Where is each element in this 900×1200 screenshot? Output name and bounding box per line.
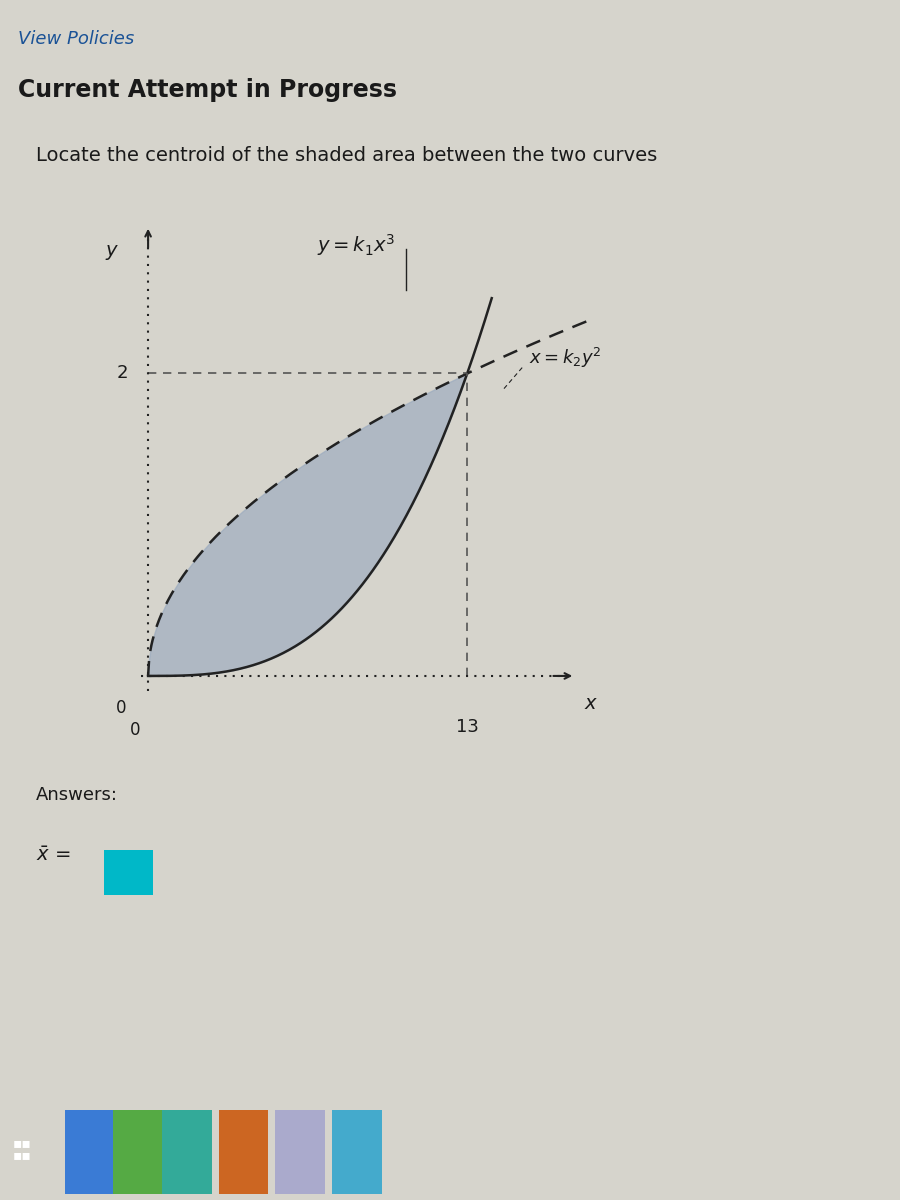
- Text: y: y: [105, 240, 117, 259]
- Text: 2: 2: [117, 365, 129, 383]
- Text: 0: 0: [115, 698, 126, 716]
- Text: 0: 0: [130, 721, 140, 739]
- Text: Answers:: Answers:: [36, 786, 118, 804]
- Text: ▪▪
▪▪: ▪▪ ▪▪: [14, 1136, 32, 1162]
- Text: Current Attempt in Progress: Current Attempt in Progress: [18, 78, 397, 102]
- Text: $\bar{x}$ =: $\bar{x}$ =: [36, 846, 70, 865]
- Text: 13: 13: [455, 719, 479, 737]
- Text: $y = k_1 x^3$: $y = k_1 x^3$: [318, 232, 396, 258]
- Text: $x = k_2 y^2$: $x = k_2 y^2$: [528, 347, 601, 371]
- Text: View Policies: View Policies: [18, 30, 134, 48]
- Text: x: x: [584, 694, 596, 713]
- Text: Locate the centroid of the shaded area between the two curves: Locate the centroid of the shaded area b…: [36, 146, 657, 166]
